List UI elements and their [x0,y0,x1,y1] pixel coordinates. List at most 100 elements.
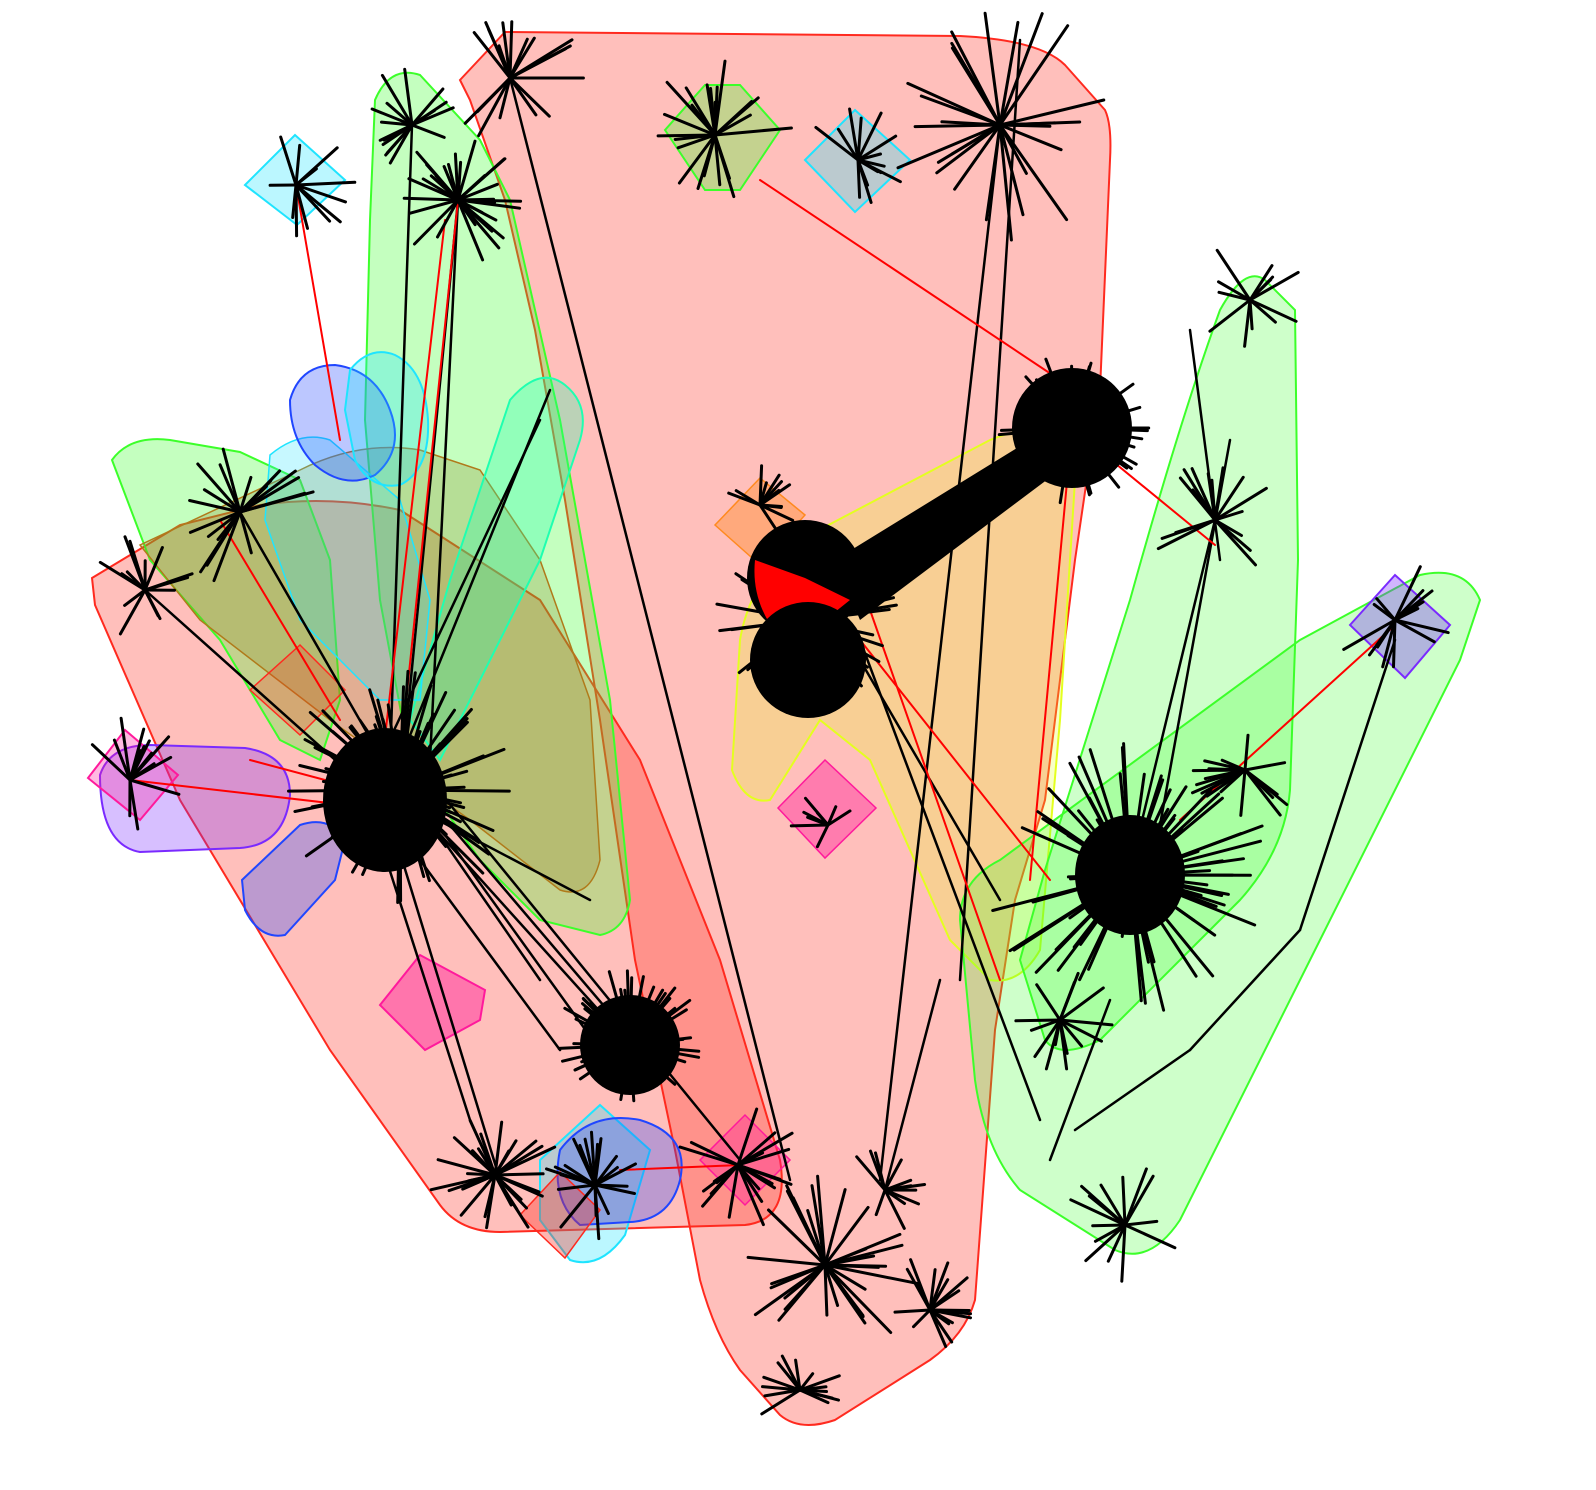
edge [856,158,880,174]
edge [676,133,717,150]
edge [856,134,898,162]
edge [1243,733,1250,772]
edge [128,539,147,592]
edge [1190,467,1217,522]
edge [238,491,307,514]
edge [998,123,1052,128]
node-star [855,1149,927,1230]
edge [459,1173,497,1217]
edge [684,86,717,137]
edge [789,823,830,828]
edge [998,123,1013,242]
edge [823,1232,902,1267]
edge [702,133,717,178]
edge [294,143,302,187]
node-star [545,1130,637,1241]
edge [1381,618,1397,669]
long-edge [1188,928,1302,1052]
edge [456,198,485,262]
edge [1213,518,1243,537]
edge [1044,1018,1062,1071]
node-star [188,447,315,583]
edge [385,101,414,127]
edge [593,1183,610,1215]
edge [1099,1183,1127,1227]
node-star [1069,1167,1177,1283]
edge [883,1188,906,1205]
edge [1123,1219,1159,1227]
node-star [760,1354,841,1416]
edge [767,1208,827,1267]
edge [909,1258,932,1312]
edge [998,123,1025,217]
cluster-hull-teal [408,376,584,762]
edge [1217,280,1252,302]
edge [1372,603,1397,622]
edge [1058,1018,1084,1048]
edge [112,738,132,782]
cluster-hull-cyan-mid [264,436,431,701]
edge [906,81,1002,127]
edge [874,1188,887,1217]
edge [128,755,173,782]
cluster-hulls [86,30,1482,1426]
edge [238,510,253,555]
edge [823,1243,904,1267]
edge [456,198,522,210]
node-star [1342,565,1450,669]
edge [816,1174,827,1267]
edge [118,588,147,636]
edge [998,98,1106,127]
edge [912,1308,932,1329]
edge [218,463,242,514]
edge [436,1158,497,1177]
edge [1058,1018,1114,1027]
node-star [678,1107,794,1227]
edge [1248,275,1275,302]
edge [953,123,1002,191]
long-edge [878,123,1002,1182]
cluster-hull-green-left [110,438,342,762]
edge [826,805,838,827]
node-star [463,20,585,138]
edge [143,588,160,618]
edge [1029,1018,1062,1032]
edge [713,113,752,137]
edge [1248,298,1298,323]
edge [869,1149,887,1192]
edge [380,73,414,127]
edge [456,139,477,202]
edge [493,1172,545,1177]
edge [736,1131,777,1167]
node-star [727,464,795,535]
edge [467,1173,497,1183]
edge [1121,1175,1127,1227]
edge [823,1263,829,1317]
edge [758,503,795,522]
edge [1248,270,1300,302]
hub-node-link-fan [835,440,1060,620]
edge [780,1354,802,1392]
edge [814,125,860,162]
edge [413,198,460,246]
edge [727,1163,740,1219]
edge [1123,1223,1177,1250]
edge [998,24,1070,127]
edge [785,1184,827,1267]
edge [508,38,574,80]
long-edge [378,838,472,1122]
edge [823,1205,870,1267]
edge [593,1142,599,1187]
edge [493,1139,538,1177]
edge [578,1143,597,1187]
edge [848,107,860,162]
edge [370,107,414,127]
edge [856,152,882,162]
edge [119,716,132,782]
hub-node-bottom-left [580,995,680,1095]
edge [1058,971,1080,1022]
long-edge [1128,518,1217,872]
edge [928,1278,950,1312]
edge [1393,589,1434,622]
edge [212,510,242,583]
